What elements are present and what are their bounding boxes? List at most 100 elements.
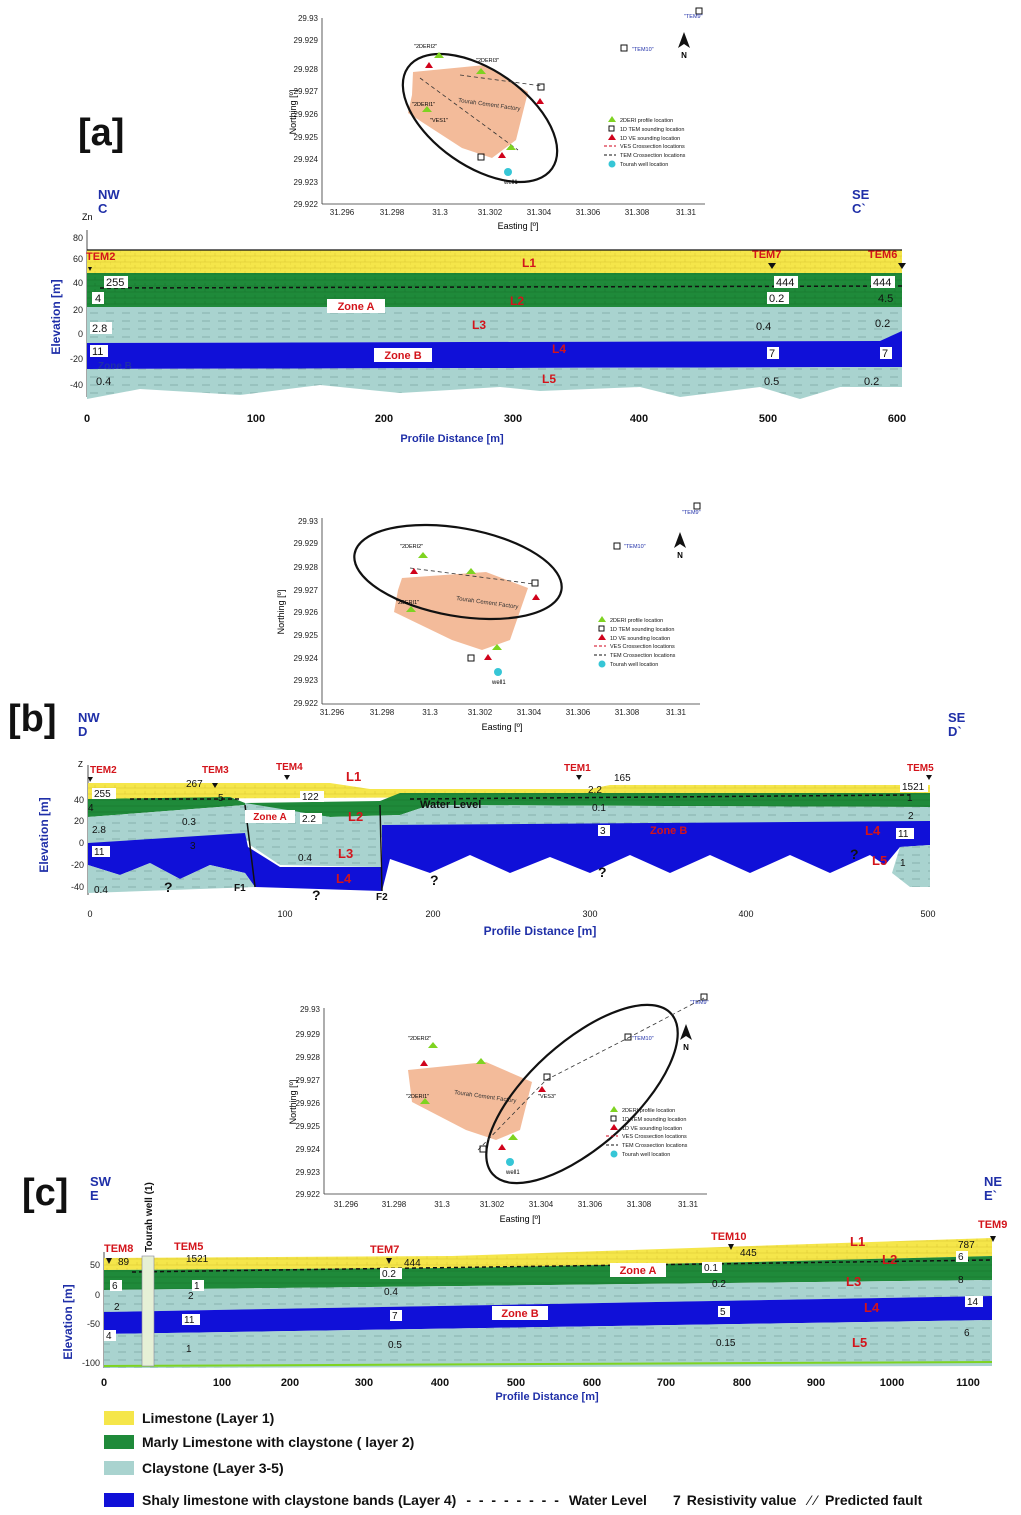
- svg-text:1D TEM sounding location: 1D TEM sounding location: [610, 627, 674, 633]
- svg-text:TEM2: TEM2: [90, 765, 117, 776]
- svg-text:40: 40: [73, 278, 83, 288]
- svg-text:255: 255: [106, 277, 124, 289]
- svg-text:14: 14: [967, 1297, 979, 1308]
- svg-text:7: 7: [392, 1311, 398, 1322]
- svg-text:444: 444: [776, 277, 794, 289]
- svg-text:165: 165: [614, 773, 631, 784]
- svg-text:0: 0: [84, 413, 90, 425]
- svg-text:29.929: 29.929: [294, 539, 319, 548]
- y-axis-label: Elevation [m]: [37, 797, 51, 872]
- svg-text:267: 267: [186, 779, 203, 790]
- svg-text:31.296: 31.296: [320, 708, 345, 717]
- svg-text:4.5: 4.5: [878, 293, 893, 305]
- svg-text:-20: -20: [70, 354, 83, 364]
- svg-text:TEM10: TEM10: [711, 1231, 746, 1243]
- svg-text:444: 444: [404, 1258, 421, 1269]
- svg-text:3: 3: [600, 826, 606, 837]
- svg-text:200: 200: [425, 909, 440, 919]
- svg-text:VES Crossection locations: VES Crossection locations: [610, 644, 675, 650]
- section-svg: 50 0 -50 -100 Elevation [m] Tourah well …: [52, 1172, 1017, 1407]
- svg-text:20: 20: [73, 305, 83, 315]
- svg-text:300: 300: [504, 413, 522, 425]
- svg-text:7: 7: [882, 348, 888, 360]
- svg-text:3: 3: [190, 841, 196, 852]
- svg-text:255: 255: [94, 789, 111, 800]
- svg-text:L1: L1: [346, 769, 361, 784]
- svg-text:50: 50: [90, 1260, 100, 1270]
- svg-text:TEM3: TEM3: [202, 765, 229, 776]
- svg-text:L5: L5: [872, 853, 887, 868]
- svg-text:1: 1: [186, 1344, 192, 1355]
- map-y-label: Northing [º]: [288, 90, 298, 135]
- svg-text:well1: well1: [491, 680, 506, 686]
- map-site-label: "VES1": [430, 118, 448, 124]
- svg-text:700: 700: [657, 1377, 675, 1389]
- ve-marker: [536, 98, 544, 104]
- section-svg: Zn 80 60 40 20 0 -20 -40 Elevation [m] 0…: [40, 205, 980, 450]
- legend-text: Water Level: [569, 1492, 647, 1508]
- layer-claystone: [87, 307, 902, 343]
- panel-a-label: [a]: [78, 112, 124, 155]
- svg-text:29.93: 29.93: [300, 1005, 321, 1014]
- svg-text:1: 1: [900, 858, 906, 869]
- svg-text:L1: L1: [522, 256, 536, 270]
- svg-text:0.5: 0.5: [764, 376, 779, 388]
- svg-text:5: 5: [218, 793, 224, 804]
- svg-text:N: N: [677, 551, 683, 560]
- svg-text:TEM Crossection locations: TEM Crossection locations: [622, 1143, 688, 1149]
- svg-text:?: ?: [164, 879, 173, 895]
- svg-text:1000: 1000: [880, 1377, 904, 1389]
- map-svg: 29.93 29.929 29.928 29.927 29.926 29.925…: [270, 500, 710, 735]
- svg-text:"TEM10": "TEM10": [624, 544, 646, 550]
- svg-text:40: 40: [74, 795, 84, 805]
- svg-text:Z: Z: [78, 760, 83, 769]
- map-site-label: "TEM9": [684, 14, 703, 20]
- svg-text:"2DERI1": "2DERI1": [406, 1094, 429, 1100]
- x-axis-label: Profile Distance [m]: [400, 433, 504, 445]
- x-axis-label: Profile Distance [m]: [484, 924, 597, 938]
- svg-text:TEM7: TEM7: [370, 1244, 399, 1256]
- svg-text:600: 600: [583, 1377, 601, 1389]
- y-tick: 29.929: [294, 36, 319, 45]
- svg-text:29.927: 29.927: [294, 586, 319, 595]
- svg-text:L5: L5: [542, 372, 556, 386]
- svg-text:TEM2: TEM2: [86, 251, 115, 263]
- zone-label: Zone B: [98, 361, 132, 372]
- svg-text:-20: -20: [71, 860, 84, 870]
- section-end-label: D`: [948, 725, 965, 739]
- svg-text:-40: -40: [71, 882, 84, 892]
- svg-text:1521: 1521: [186, 1254, 209, 1265]
- svg-text:0: 0: [79, 838, 84, 848]
- svg-text:80: 80: [73, 233, 83, 243]
- svg-text:TEM Crossection locations: TEM Crossection locations: [620, 153, 686, 159]
- svg-text:2.2: 2.2: [302, 814, 316, 825]
- svg-text:7: 7: [769, 348, 775, 360]
- svg-text:"2DERI2": "2DERI2": [400, 544, 423, 550]
- fault-icon: ⁄ ⁄: [808, 1492, 817, 1508]
- svg-text:500: 500: [920, 909, 935, 919]
- svg-text:0.2: 0.2: [712, 1279, 726, 1290]
- svg-text:TEM9: TEM9: [978, 1219, 1007, 1231]
- svg-text:Zone A: Zone A: [253, 812, 287, 823]
- svg-text:31.304: 31.304: [517, 708, 542, 717]
- svg-text:31.31: 31.31: [666, 708, 687, 717]
- svg-text:"2DERI2": "2DERI2": [408, 1036, 431, 1042]
- svg-text:0: 0: [95, 1290, 100, 1300]
- svg-text:400: 400: [431, 1377, 449, 1389]
- svg-text:Tourah well location: Tourah well location: [622, 1152, 670, 1158]
- svg-text:100: 100: [213, 1377, 231, 1389]
- svg-text:0.3: 0.3: [182, 817, 196, 828]
- claystone-swatch: [104, 1461, 134, 1475]
- y-ticks: 80 60 40 20 0 -20 -40: [70, 233, 83, 390]
- y-axis-label: Elevation [m]: [49, 279, 63, 354]
- north-label: N: [681, 51, 687, 60]
- svg-text:29.928: 29.928: [294, 563, 319, 572]
- svg-text:F2: F2: [376, 892, 388, 903]
- svg-text:"2DERI1": "2DERI1": [396, 600, 419, 606]
- svg-text:VES Crossection locations: VES Crossection locations: [620, 144, 685, 150]
- section-end-label: D: [78, 725, 100, 739]
- svg-text:0: 0: [78, 329, 83, 339]
- svg-text:?: ?: [430, 872, 439, 888]
- svg-text:400: 400: [630, 413, 648, 425]
- svg-text:200: 200: [375, 413, 393, 425]
